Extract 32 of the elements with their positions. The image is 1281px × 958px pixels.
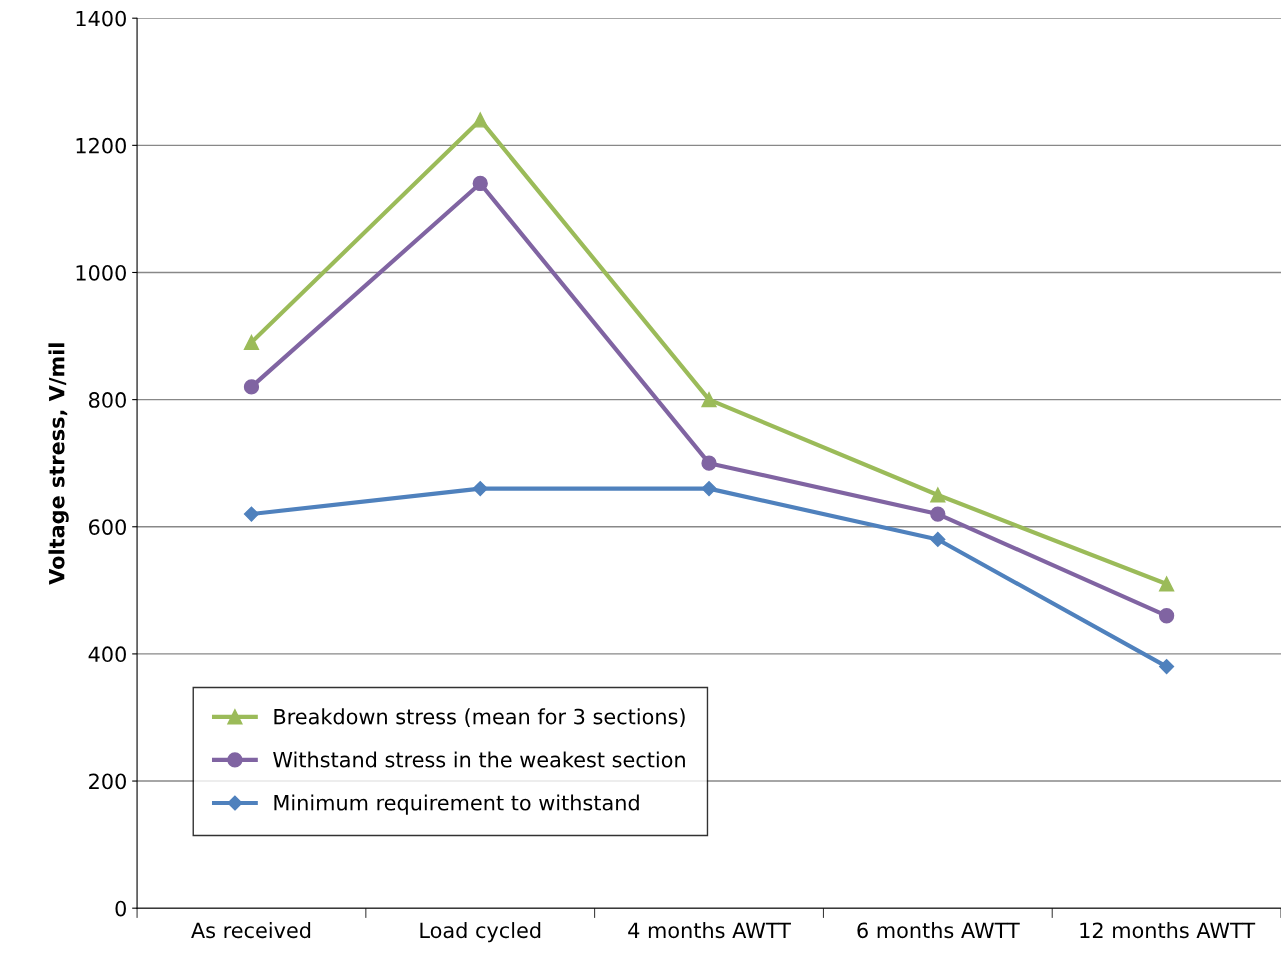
point	[472, 481, 488, 497]
y-tick-label: 0	[115, 900, 126, 917]
legend-label: Breakdown stress (mean for 3 sections)	[274, 708, 685, 727]
point	[930, 531, 946, 548]
point	[930, 506, 946, 522]
point	[472, 112, 488, 128]
point	[1158, 576, 1175, 592]
x-tick-label: 6 months AWTT	[857, 922, 1020, 939]
point	[243, 334, 260, 351]
x-tick-label: 12 months AWTT	[1080, 922, 1256, 939]
point	[701, 455, 717, 471]
y-tick-label: 1400	[76, 10, 126, 27]
point	[930, 487, 946, 503]
point	[1159, 659, 1175, 675]
point	[472, 175, 488, 192]
y-tick-label: 400	[88, 646, 126, 663]
y-tick-label: 800	[88, 392, 126, 408]
legend-label: Withstand stress in the weakest section	[273, 751, 685, 768]
point	[243, 506, 260, 522]
point	[243, 379, 260, 395]
y-tick-label: 1200	[76, 137, 126, 154]
y-tick-label: 200	[89, 773, 126, 790]
point	[1158, 608, 1175, 624]
y-tick-label: 1000	[76, 264, 126, 281]
y-tick-label: 600	[89, 519, 126, 535]
x-tick-label: Load cycled	[420, 922, 541, 943]
y-axis-title: Voltage stress, V/mil	[48, 343, 69, 585]
x-tick-label: As received	[191, 922, 311, 939]
point	[701, 481, 717, 497]
point	[701, 391, 717, 408]
x-tick-label: 4 months AWTT	[628, 922, 791, 939]
legend-label: Minimum requirement to withstand	[274, 794, 639, 815]
